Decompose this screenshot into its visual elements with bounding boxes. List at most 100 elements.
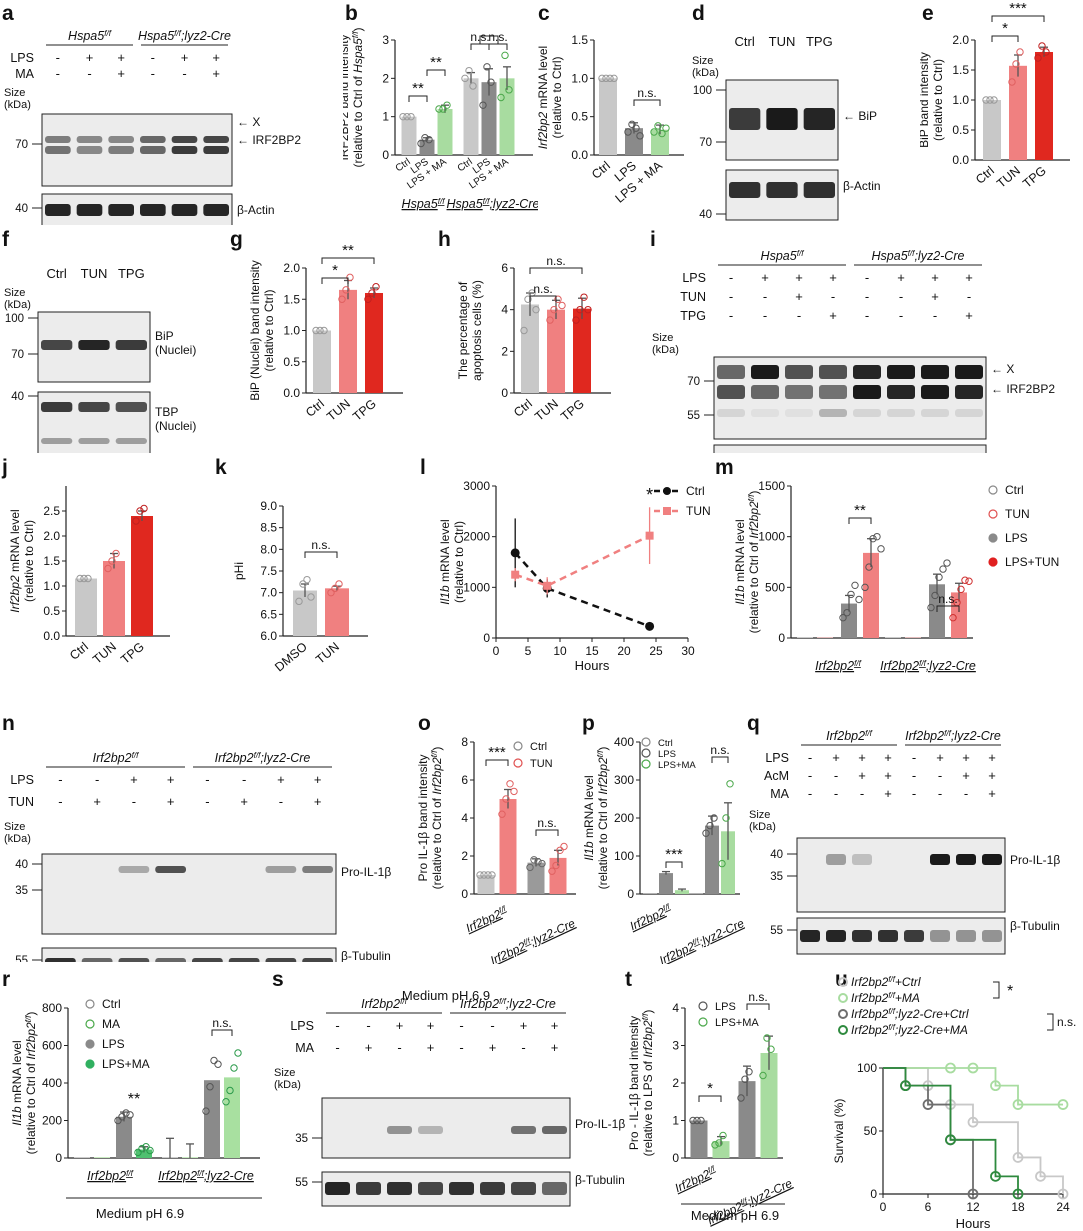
y-tick-label: 1.5 [571, 33, 588, 47]
condition-mark: + [520, 1018, 528, 1033]
y-axis-label: (relative to LPS of Irf2bp2f/f) [641, 1010, 656, 1157]
significance-bracket [633, 99, 661, 106]
data-point [763, 1034, 771, 1042]
blot-band [302, 958, 333, 962]
data-point [214, 1060, 222, 1068]
size-marker: 35 [15, 885, 28, 897]
band-label: ← IRF2BP2 [237, 133, 301, 147]
data-point [1008, 78, 1016, 86]
y-tick-label: 0.5 [283, 355, 300, 369]
size-unit: (kDa) [4, 833, 31, 845]
group-label: Irf2bp2f/f [627, 901, 674, 933]
group-label: Irf2bp2f/f;lyz2-Cre [488, 915, 578, 964]
condition-mark: - [865, 308, 869, 323]
condition-mark: + [829, 308, 837, 323]
legend-marker [85, 1039, 95, 1049]
bar [116, 1116, 132, 1158]
panel-label-p: p [582, 712, 595, 735]
blot-band [45, 146, 71, 154]
size-label: Size [4, 287, 25, 299]
group-label: Hspa5f/f [761, 249, 805, 264]
significance-label: n.s. [1057, 1015, 1076, 1029]
lane-label: TPG [806, 34, 833, 49]
condition-mark: + [962, 750, 970, 765]
blot-band [108, 136, 134, 143]
data-point [741, 1075, 749, 1083]
blot-band [387, 1182, 412, 1195]
size-marker: 40 [15, 203, 28, 215]
legend-marker [85, 1019, 95, 1029]
data-point [718, 859, 726, 868]
condition-mark: - [459, 1040, 463, 1055]
legend-marker [988, 557, 998, 567]
blot-band [171, 204, 198, 216]
band-label: ← BiP [843, 109, 877, 123]
data-point [118, 1113, 126, 1121]
y-tick-label: 0.5 [952, 123, 969, 137]
significance-label: * [707, 1080, 713, 1097]
blot-band [887, 365, 915, 379]
x-tick-label: TPG [558, 397, 587, 424]
data-point [295, 597, 303, 606]
panel-label-k: k [215, 456, 227, 479]
legend-label: Irf2bp2f/f+Ctrl [851, 975, 921, 990]
data-point [598, 74, 606, 83]
condition-mark: + [117, 50, 125, 65]
data-point [134, 1148, 142, 1157]
blot-band [325, 1182, 350, 1195]
blot-band [956, 930, 976, 942]
condition-mark: + [858, 750, 866, 765]
data-point [488, 871, 496, 879]
y-tick-label: 600 [42, 1039, 62, 1053]
y-tick-label: 50 [864, 1124, 878, 1138]
bar [817, 637, 833, 638]
data-point [986, 96, 994, 104]
bar [549, 857, 567, 894]
data-point [439, 105, 447, 113]
blot-band [203, 136, 229, 143]
significance-bracket [426, 69, 446, 76]
group-label: Hspa5f/f [402, 197, 446, 212]
significance-label: ** [430, 54, 442, 71]
blot-band [921, 409, 949, 417]
group-label: Irf2bp2f/f [463, 903, 510, 935]
condition-mark: - [205, 772, 209, 787]
data-point [767, 1045, 775, 1053]
condition-mark: - [808, 786, 812, 801]
blot-band [878, 930, 898, 942]
y-tick-label: 0.0 [952, 153, 969, 167]
condition-mark: + [427, 1018, 435, 1033]
data-point [342, 286, 350, 294]
x-tick-label: 5 [525, 644, 532, 658]
condition-mark: + [93, 794, 101, 809]
y-tick-label: 0 [382, 148, 389, 162]
blot-band [140, 204, 166, 216]
data-point [580, 293, 588, 301]
condition-mark: - [912, 786, 916, 801]
data-point [1012, 60, 1020, 68]
condition-mark: - [95, 772, 99, 787]
y-tick-label: 2 [461, 849, 468, 863]
legend-label: LPS [102, 1037, 125, 1051]
x-tick-label: Ctrl [67, 640, 91, 663]
data-point [632, 124, 640, 132]
y-tick-label: 8.5 [260, 521, 277, 535]
bar [863, 552, 879, 638]
legend-marker [698, 1001, 708, 1011]
y-tick-label: 4 [461, 811, 468, 825]
band-label: (Nuclei) [155, 419, 196, 433]
condition-mark: - [865, 289, 869, 304]
size-unit: (kDa) [4, 99, 31, 111]
condition-mark: + [167, 794, 175, 809]
legend-label: MA [102, 1017, 120, 1031]
y-axis-label: (relative to Ctrl of Irf2bp2f/f) [430, 747, 445, 890]
y-axis-label: The percentage of [456, 281, 470, 379]
condition-mark: - [899, 289, 903, 304]
condition-mark: - [865, 270, 869, 285]
legend-marker [838, 977, 848, 987]
data-point [372, 283, 380, 291]
data-point [140, 504, 148, 513]
group-label: Irf2bp2f/f;lyz2-Cre [215, 751, 311, 766]
bar [103, 561, 125, 636]
size-marker: 55 [770, 925, 783, 937]
